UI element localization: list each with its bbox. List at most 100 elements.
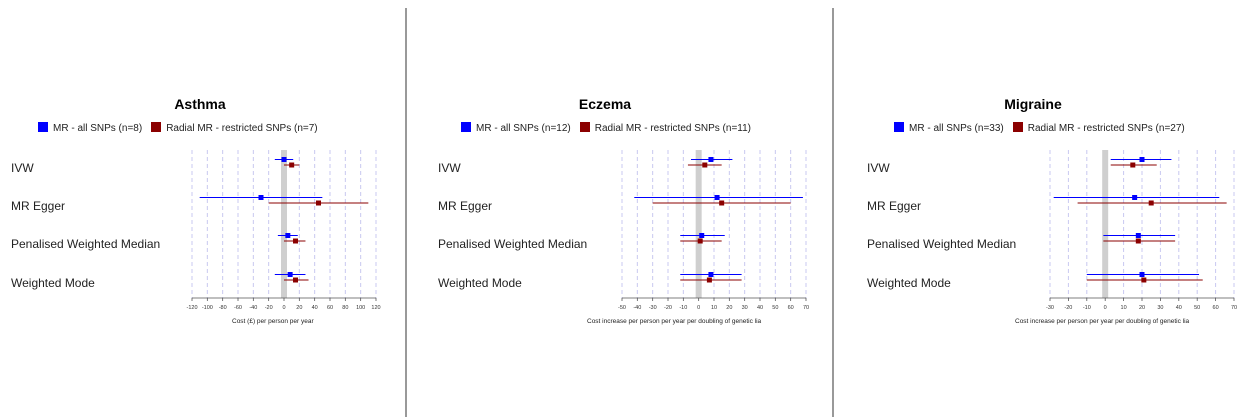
point-estimate [714,195,720,200]
point-estimate [1132,195,1138,200]
point-estimate [316,200,321,206]
x-tick-label: -10 [679,305,687,311]
row-label-penalised-weighted-median: Penalised Weighted Median [438,237,588,251]
x-tick-label: 40 [1176,305,1182,311]
legend-label-all-snps: MR - all SNPs (n=12) [476,123,571,134]
row-label-mr-egger: MR Egger [438,199,493,213]
x-tick-label: -40 [249,305,257,311]
point-estimate [1139,272,1145,277]
x-tick-label: -120 [186,305,197,311]
point-estimate [702,162,708,168]
x-tick-label: -10 [1083,305,1091,311]
forest-plot: -120 -100 -80 -60 -40 -20 0 20 40 60 80 100 120 [186,150,381,311]
row-label-weighted-mode: Weighted Mode [867,276,951,290]
row-label-ivw: IVW [438,161,461,175]
x-tick-label: 120 [371,305,380,311]
point-estimate [281,157,287,162]
x-tick-label: 40 [757,305,763,311]
legend-label-radial-mr: Radial MR - restricted SNPs (n=7) [166,123,318,134]
point-estimate [1135,233,1141,238]
point-estimate [287,272,293,277]
x-axis-title: Cost increase per person per year per do… [1015,318,1190,325]
x-tick-label: -30 [649,305,657,311]
x-tick-label: -20 [265,305,273,311]
legend-label-radial-mr: Radial MR - restricted SNPs (n=27) [1027,123,1185,134]
x-tick-label: 50 [772,305,778,311]
legend: MR - all SNPs (n=8) Radial MR - restricte… [38,122,318,134]
row-label-penalised-weighted-median: Penalised Weighted Median [867,237,1017,251]
point-estimate [1135,238,1141,244]
x-axis-title: Cost increase per person per year per do… [587,318,762,325]
x-tick-label: 30 [1157,305,1163,311]
x-tick-label: 10 [711,305,717,311]
point-estimate [1130,162,1136,168]
x-tick-label: -40 [633,305,641,311]
point-estimate [1148,200,1154,206]
forest-plot: -30 -20 -10 0 10 20 30 40 50 60 70 [1046,150,1237,311]
point-estimate [1141,277,1147,283]
migraine-panel: Migraine MR - all SNPs (n=33) Radial MR -… [838,0,1241,417]
x-tick-label: -30 [1046,305,1054,311]
x-tick-label: 50 [1194,305,1200,311]
x-tick-label: 70 [1231,305,1237,311]
row-label-mr-egger: MR Egger [867,199,922,213]
x-tick-label: 0 [1104,305,1107,311]
legend: MR - all SNPs (n=33) Radial MR - restrict… [894,122,1185,134]
x-tick-label: 60 [327,305,333,311]
row-label-ivw: IVW [867,161,890,175]
panel-divider-left [405,8,407,417]
legend-swatch-radial-mr [1012,122,1023,132]
x-tick-label: -20 [1064,305,1072,311]
reference-line [1102,150,1109,298]
chart-title: Migraine [1004,96,1062,112]
row-label-weighted-mode: Weighted Mode [438,276,522,290]
panel-divider-right [832,8,834,417]
x-tick-label: -80 [219,305,227,311]
reference-line [281,150,287,298]
point-estimate [293,277,298,283]
point-estimate [1139,157,1145,162]
row-label-mr-egger: MR Egger [11,199,66,213]
x-tick-label: 70 [803,305,809,311]
x-tick-label: -20 [664,305,672,311]
row-label-weighted-mode: Weighted Mode [11,276,95,290]
point-estimate [708,272,714,277]
forest-plot: -50 -40 -30 -20 -10 0 10 20 30 40 50 60 70 [618,150,809,311]
x-tick-label: 20 [296,305,302,311]
x-tick-label: 40 [312,305,318,311]
x-axis-title: Cost (£) per person per year [232,318,314,325]
x-tick-label: 20 [1139,305,1145,311]
legend-label-radial-mr: Radial MR - restricted SNPs (n=11) [594,123,751,134]
x-tick-label: 80 [342,305,348,311]
chart-title: Asthma [174,96,226,112]
x-tick-label: 10 [1121,305,1127,311]
legend-swatch-radial-mr [579,122,590,132]
x-tick-label: 30 [742,305,748,311]
chart-title: Eczema [578,96,632,112]
point-estimate [258,195,264,200]
row-label-ivw: IVW [11,161,34,175]
x-tick-label: -50 [618,305,626,311]
x-tick-label: -60 [234,305,242,311]
x-tick-label: 0 [282,305,285,311]
legend: MR - all SNPs (n=12) Radial MR - restrict… [461,122,751,134]
x-tick-label: 20 [726,305,732,311]
point-estimate [285,233,291,238]
eczema-panel: Eczema MR - all SNPs (n=12) Radial MR - r… [410,0,830,417]
x-tick-label: 60 [1213,305,1219,311]
reference-line [695,150,702,298]
x-tick-label: 60 [788,305,794,311]
point-estimate [699,233,705,238]
legend-swatch-all-snps [461,122,471,132]
legend-swatch-radial-mr [151,122,162,132]
point-estimate [289,162,295,168]
point-estimate [706,277,712,283]
legend-label-all-snps: MR - all SNPs (n=8) [53,123,143,134]
legend-label-all-snps: MR - all SNPs (n=33) [909,123,1004,134]
asthma-panel: Asthma MR - all SNPs (n=8) Radial MR - re… [0,0,400,417]
legend-swatch-all-snps [38,122,48,132]
point-estimate [708,157,714,162]
x-tick-label: -100 [202,305,213,311]
legend-swatch-all-snps [894,122,904,132]
point-estimate [697,238,703,244]
